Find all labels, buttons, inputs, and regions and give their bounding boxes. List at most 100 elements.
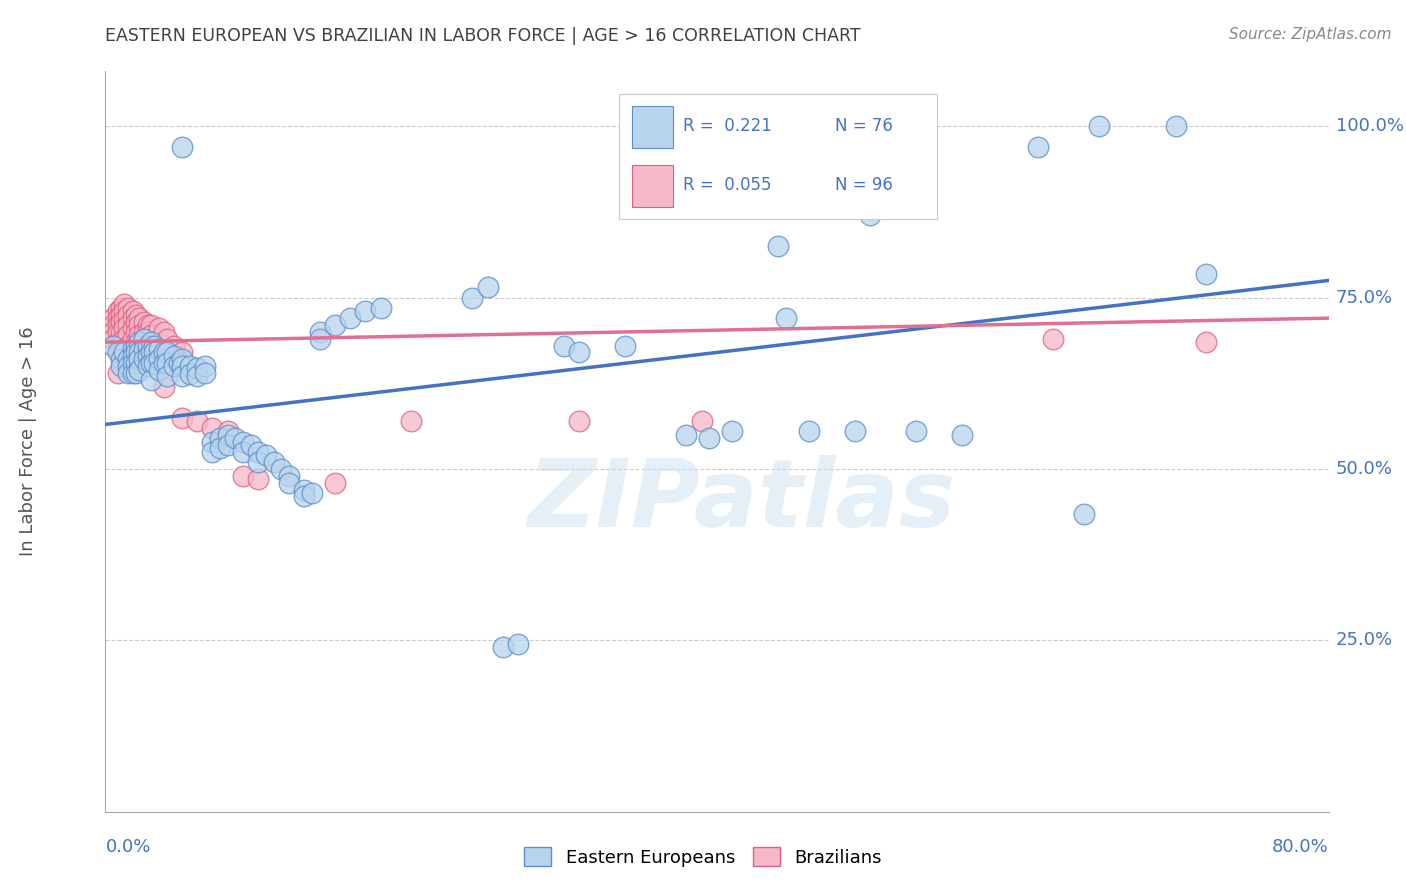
Point [132,332,155,346]
Point [117,301,139,315]
Point [152,380,174,394]
Point [128,352,150,367]
Point [122,366,145,380]
Point [128,318,150,332]
Bar [631,165,673,207]
Point [217,427,239,442]
Point [141,373,163,387]
Point [141,318,163,332]
Point [155,356,177,370]
Point [117,338,139,352]
Point [209,431,232,445]
Point [186,369,208,384]
Text: 100.0%: 100.0% [1336,117,1403,136]
Point [186,360,208,375]
Point [1195,267,1218,281]
Point [270,462,292,476]
Point [112,312,135,326]
Point [122,342,145,356]
Point [101,338,124,352]
Point [148,352,170,367]
Text: 75.0%: 75.0% [1336,289,1393,307]
Point [323,318,346,332]
Point [209,442,232,456]
Point [122,304,145,318]
Point [101,332,124,346]
Point [239,438,262,452]
Point [232,468,254,483]
Point [1042,332,1064,346]
Point [107,345,129,359]
Point [201,421,224,435]
Point [136,325,159,339]
Point [107,366,129,380]
Point [308,332,330,346]
Point [107,304,129,318]
Text: 25.0%: 25.0% [1336,632,1393,649]
Text: EASTERN EUROPEAN VS BRAZILIAN IN LABOR FORCE | AGE > 16 CORRELATION CHART: EASTERN EUROPEAN VS BRAZILIAN IN LABOR F… [105,27,860,45]
Point [155,345,177,359]
Text: 0.0%: 0.0% [105,838,150,856]
Point [101,311,124,326]
Text: N = 96: N = 96 [835,177,893,194]
Point [508,637,530,651]
Point [170,359,193,373]
Point [301,486,323,500]
Point [152,345,174,359]
Point [128,311,150,326]
Point [247,445,270,459]
Point [141,345,163,359]
Point [143,345,166,359]
Point [152,356,174,370]
Point [101,318,124,332]
Point [107,335,129,350]
Point [117,308,139,322]
Point [1164,119,1187,133]
Point [125,335,148,350]
Point [110,315,132,329]
Point [163,349,186,363]
Point [950,427,973,442]
Point [112,297,135,311]
Point [125,356,148,370]
Point [292,483,315,497]
Point [128,362,150,376]
Point [721,424,744,438]
Point [141,335,163,350]
Point [122,311,145,326]
Point [163,359,186,373]
Point [163,338,186,352]
Point [117,328,139,343]
Point [112,345,135,359]
Point [125,308,148,322]
Point [170,352,193,367]
Point [117,318,139,332]
Point [152,325,174,339]
Point [148,342,170,356]
Point [117,359,139,373]
Point [775,311,797,326]
Point [323,475,346,490]
Point [1073,507,1095,521]
Point [247,472,270,486]
Point [461,291,484,305]
Text: Source: ZipAtlas.com: Source: ZipAtlas.com [1229,27,1392,42]
Point [128,345,150,359]
Text: N = 76: N = 76 [835,117,893,136]
Point [170,410,193,425]
Point [675,427,697,442]
Point [699,431,721,445]
Point [179,368,201,382]
Text: In Labor Force | Age > 16: In Labor Force | Age > 16 [20,326,37,557]
Point [179,359,201,373]
Point [141,328,163,343]
Point [122,321,145,335]
Point [125,366,148,380]
Point [143,338,166,352]
Text: R =  0.221: R = 0.221 [683,117,772,136]
Point [117,352,139,367]
Point [844,424,866,438]
Point [292,489,315,503]
Point [614,338,637,352]
Point [107,325,129,339]
